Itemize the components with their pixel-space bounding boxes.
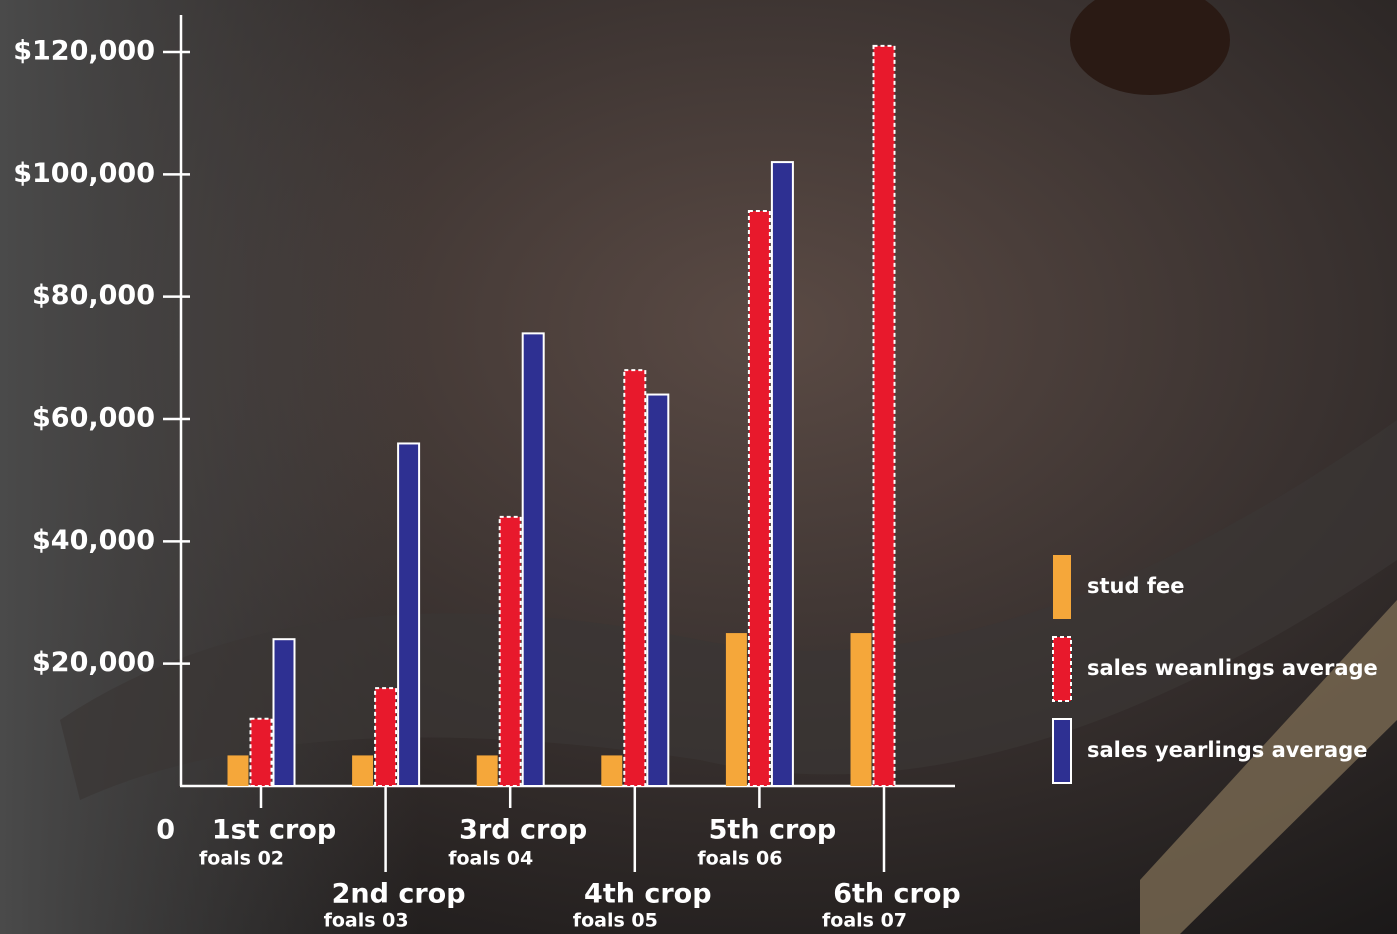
bar <box>476 755 498 786</box>
bar <box>601 755 623 786</box>
x-tick-label: 6th crop <box>833 879 961 910</box>
y-tick-label: $20,000 <box>32 647 155 678</box>
x-tick-sublabel: foals 03 <box>324 910 409 932</box>
legend-label: sales yearlings average <box>1087 738 1367 762</box>
x-tick-sublabel: foals 04 <box>448 848 533 870</box>
bar <box>521 332 545 787</box>
y-tick-label: $60,000 <box>32 403 155 434</box>
bar <box>850 633 872 786</box>
bar <box>352 755 374 786</box>
y-tick-label: $100,000 <box>13 158 155 189</box>
x-tick-sublabel: foals 07 <box>822 910 907 932</box>
bar <box>498 515 522 787</box>
y-tick-label: $40,000 <box>32 525 155 556</box>
x-tick-sublabel: foals 06 <box>697 848 782 870</box>
bar <box>249 717 273 788</box>
legend-swatch <box>1052 718 1072 784</box>
y-tick-label: $120,000 <box>13 36 155 67</box>
bar <box>397 442 421 787</box>
x-tick-label: 5th crop <box>709 815 837 846</box>
x-tick-label: 3rd crop <box>459 815 587 846</box>
bar <box>646 393 670 787</box>
legend-swatch <box>1052 636 1072 702</box>
y-tick-label: 0 <box>156 815 175 846</box>
y-tick-label: $80,000 <box>32 280 155 311</box>
bar <box>770 161 794 788</box>
legend-swatch <box>1053 555 1071 619</box>
x-tick-sublabel: foals 02 <box>199 848 284 870</box>
x-tick-label: 2nd crop <box>332 879 466 910</box>
bar <box>374 687 398 788</box>
legend-label: stud fee <box>1087 574 1184 598</box>
bar <box>272 638 296 788</box>
eye <box>1070 0 1230 95</box>
bar <box>623 369 647 787</box>
x-tick-sublabel: foals 05 <box>573 910 658 932</box>
bar <box>747 210 771 788</box>
bar <box>227 755 249 786</box>
bar <box>872 44 896 787</box>
background-shade <box>0 0 420 934</box>
x-tick-label: 1st crop <box>212 815 336 846</box>
legend-label: sales weanlings average <box>1087 656 1378 680</box>
nameplate <box>1140 600 1397 934</box>
bar <box>725 633 747 786</box>
x-tick-label: 4th crop <box>584 879 712 910</box>
